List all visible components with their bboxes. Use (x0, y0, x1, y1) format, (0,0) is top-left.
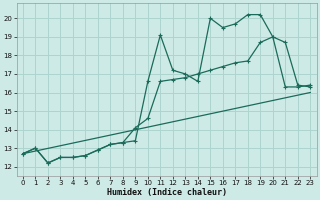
X-axis label: Humidex (Indice chaleur): Humidex (Indice chaleur) (107, 188, 227, 197)
